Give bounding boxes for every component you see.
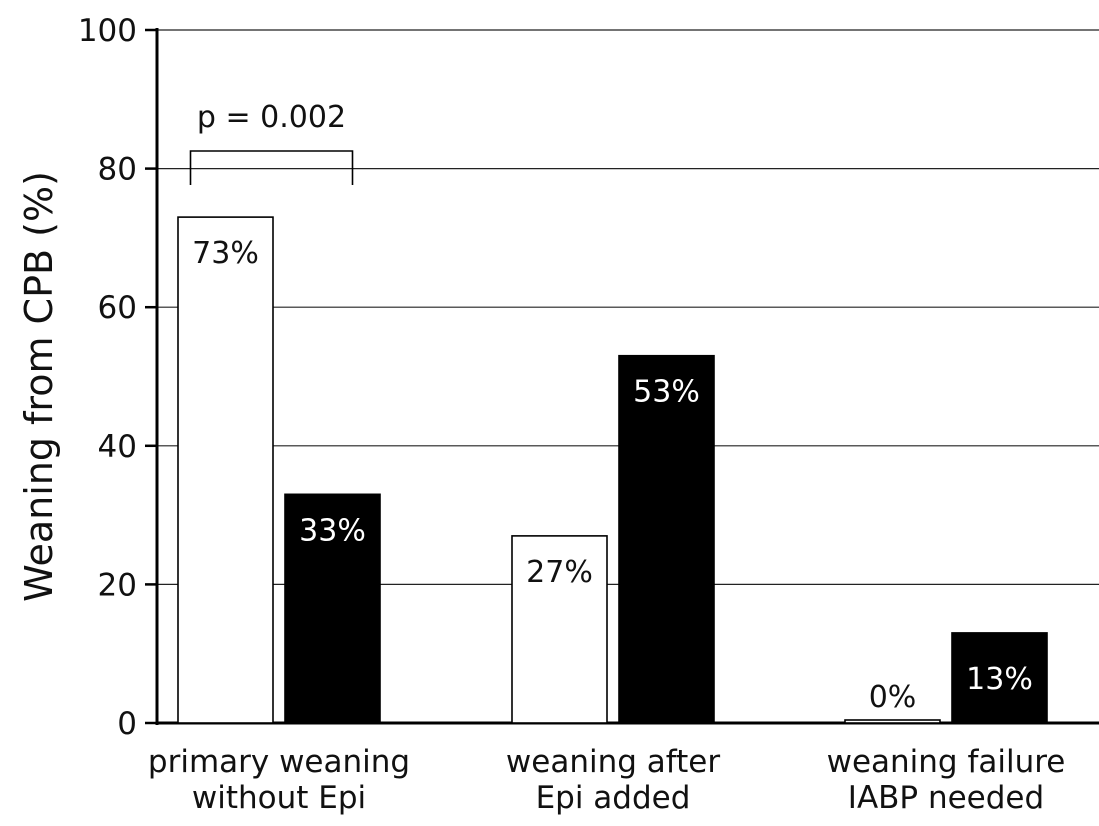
x-category-label: without Epi bbox=[192, 780, 366, 816]
bar bbox=[284, 493, 381, 724]
data-label: 13% bbox=[966, 662, 1033, 697]
y-tick-label: 100 bbox=[78, 13, 137, 49]
x-category-label: weaning failure bbox=[827, 744, 1066, 780]
y-tick-label: 60 bbox=[98, 290, 137, 326]
bar bbox=[844, 719, 941, 724]
data-label: 0% bbox=[869, 680, 917, 715]
bar bbox=[511, 535, 608, 724]
x-category-label: weaning after bbox=[506, 744, 720, 780]
y-tick-label: 20 bbox=[98, 567, 137, 603]
data-label: 33% bbox=[299, 513, 366, 548]
bar bbox=[951, 632, 1048, 724]
y-tick-label: 40 bbox=[98, 429, 137, 465]
data-label: 53% bbox=[633, 375, 700, 410]
bar bbox=[618, 354, 715, 724]
y-tick-label: 80 bbox=[98, 152, 137, 188]
p-value-annotation: p = 0.002 bbox=[197, 100, 346, 135]
x-category-label: IABP needed bbox=[848, 780, 1044, 816]
bar bbox=[177, 216, 274, 724]
data-label: 73% bbox=[192, 236, 259, 271]
data-label: 27% bbox=[526, 555, 593, 590]
x-category-label: primary weaning bbox=[148, 744, 410, 780]
significance-bracket bbox=[189, 150, 354, 185]
y-axis-title: Weaning from CPB (%) bbox=[17, 171, 61, 602]
x-category-label: Epi added bbox=[536, 780, 691, 816]
y-tick-label: 0 bbox=[117, 706, 137, 742]
